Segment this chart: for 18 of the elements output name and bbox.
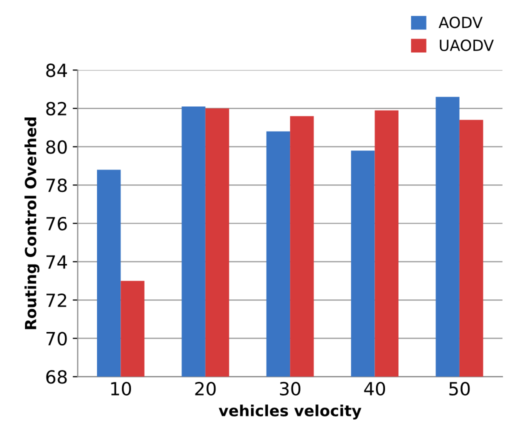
y-tick-label: 84 [46,64,67,78]
y-tick-label: 82 [46,102,66,116]
x-axis-title: vehicles velocity [218,404,362,420]
legend-label: UAODV [440,40,494,52]
y-tick-label: 70 [46,332,67,346]
y-tick-label: 80 [46,140,67,154]
y-tick-label: 72 [46,293,66,307]
x-tick-label: 20 [195,382,216,396]
x-tick-label: 50 [449,382,470,396]
y-axis-title: Routing Control Overhed [24,118,40,330]
y-tick-label: 76 [46,216,67,230]
y-tick-label: 68 [46,370,67,384]
legend-label: AODV [438,16,483,28]
x-tick-label: 30 [280,382,300,396]
y-tick-label: 78 [46,178,67,192]
x-tick-label: 10 [111,382,132,396]
x-tick-label: 40 [364,382,386,396]
y-tick-label: 74 [46,255,67,269]
